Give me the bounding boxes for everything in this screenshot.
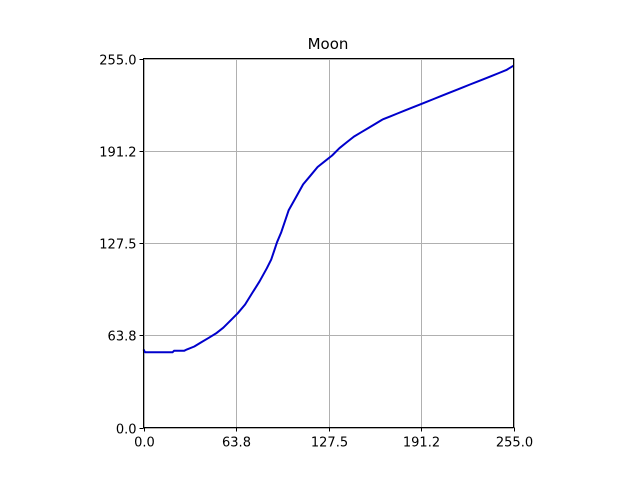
tick-labels: 0.0 63.8 127.5 191.2 255.0 0.0 63.8 127.5 191.2 2… xyxy=(99,54,533,451)
y-tick-label: 191.2 xyxy=(99,146,136,161)
x-tick-label: 255.0 xyxy=(496,436,533,451)
y-tick-label: 127.5 xyxy=(99,238,136,253)
series-layer xyxy=(142,64,515,354)
y-tick-label: 0.0 xyxy=(116,423,137,438)
x-tick-label: 0.0 xyxy=(134,436,155,451)
grid-lines xyxy=(143,58,515,429)
chart-title: Moon xyxy=(308,35,349,53)
x-tick-label: 191.2 xyxy=(403,436,440,451)
y-tick-label: 255.0 xyxy=(99,54,136,69)
y-tick-label: 63.8 xyxy=(108,330,137,345)
axis-ticks xyxy=(139,59,515,432)
series-line xyxy=(142,64,515,354)
x-tick-label: 63.8 xyxy=(222,436,251,451)
x-tick-label: 127.5 xyxy=(311,436,348,451)
